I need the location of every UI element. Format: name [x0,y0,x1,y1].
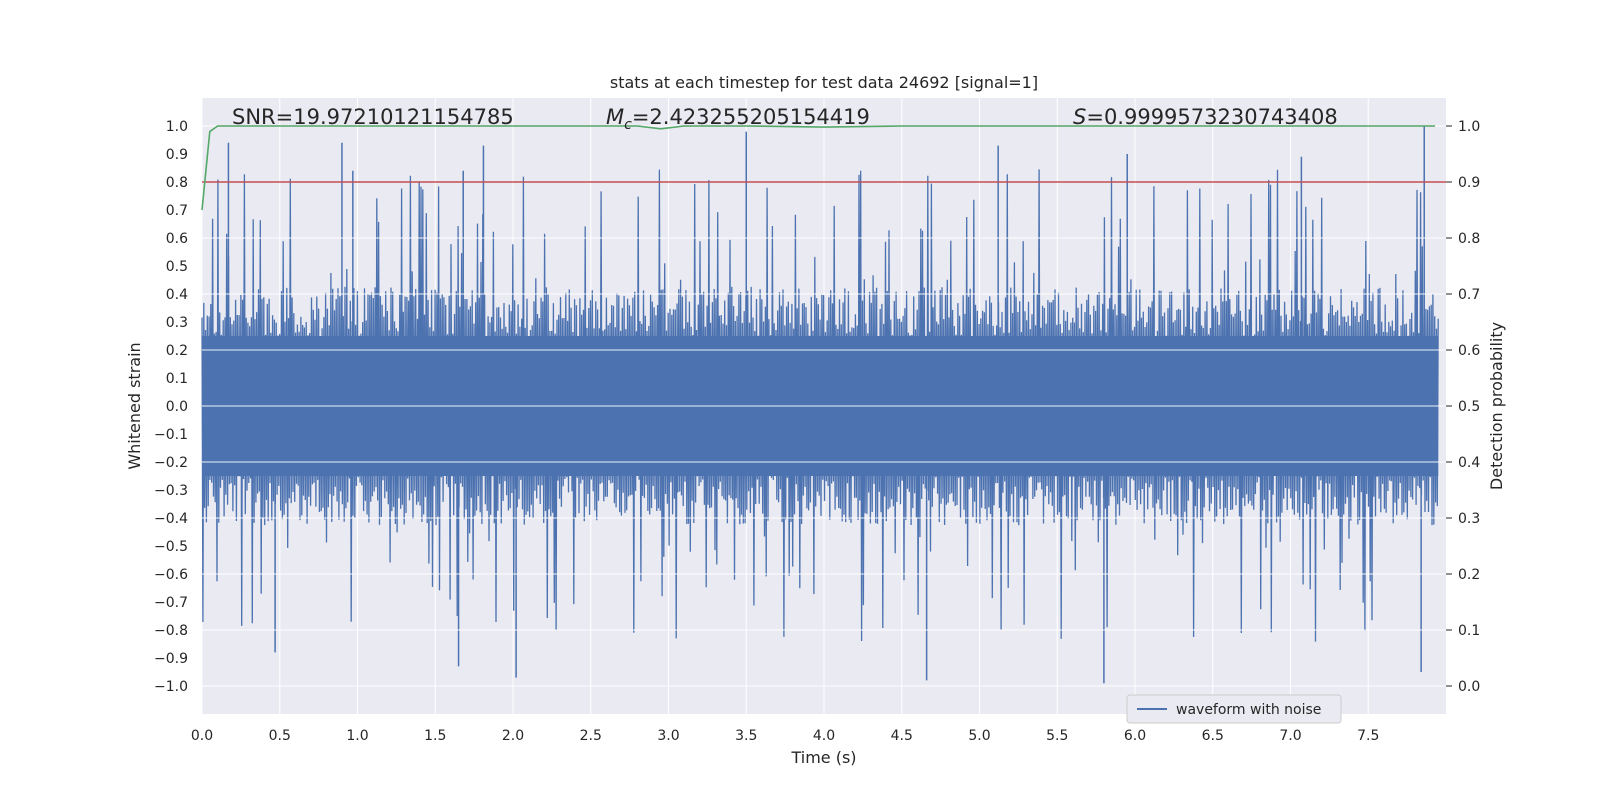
score-symbol: S [1073,105,1086,129]
x-axis-label: Time (s) [790,748,856,767]
y-tick-label: −0.6 [154,567,188,583]
y2-tick-label: 0.9 [1458,175,1480,191]
chart-title: stats at each timestep for test data 246… [610,73,1038,92]
x-tick-label: 1.0 [346,728,368,744]
y-tick-label: 0.9 [166,147,188,163]
y2-tick-label: 0.5 [1458,399,1480,415]
y2-tick-label: 0.1 [1458,623,1480,639]
y-tick-label: −0.7 [154,595,188,611]
y-tick-label: −0.9 [154,651,188,667]
detection-probability-line [201,125,1436,211]
y-tick-label: −0.4 [154,511,188,527]
y-tick-label: 0.0 [166,399,188,415]
y2-tick-label: 0.7 [1458,287,1480,303]
x-tick-label: 6.0 [1124,728,1146,744]
y2-tick-label: 1.0 [1458,119,1480,135]
y-tick-label: 0.3 [166,315,188,331]
x-tick-label: 0.5 [269,728,291,744]
y-tick-label: −0.2 [154,455,188,471]
legend-label-waveform: waveform with noise [1176,702,1321,718]
y-tick-label: 0.1 [166,371,188,387]
chirp-mass-value: =2.423255205154419 [632,105,870,129]
x-tick-label: 2.5 [580,728,602,744]
x-tick-label: 4.0 [813,728,835,744]
x-tick-label: 5.5 [1046,728,1068,744]
y2-tick-label: 0.6 [1458,343,1480,359]
y-tick-label: −1.0 [154,679,188,695]
chirp-mass-symbol: M [606,105,624,129]
x-tick-label: 3.5 [735,728,757,744]
y-tick-label: −0.8 [154,623,188,639]
x-tick-label: 1.5 [424,728,446,744]
snr-annotation: SNR=19.97210121154785 [232,105,514,129]
y-tick-label: 0.5 [166,259,188,275]
y-axis-label: Whitened strain [125,342,144,469]
y-tick-label: 1.0 [166,119,188,135]
y2-tick-label: 0.8 [1458,231,1480,247]
x-tick-label: 2.0 [502,728,524,744]
y-tick-label: 0.7 [166,203,188,219]
y-tick-label: −0.5 [154,539,188,555]
legend-box [1126,694,1342,724]
chirp-mass-subscript: c [624,117,632,133]
legend: waveform with noise [1126,694,1342,724]
score-value: =0.9999573230743408 [1086,105,1337,129]
waveform-series [201,125,1446,687]
x-tick-label: 4.5 [891,728,913,744]
y2-tick-label: 0.4 [1458,455,1480,471]
y-tick-label: 0.8 [166,175,188,191]
y-tick-label: 0.6 [166,231,188,247]
y-tick-label: 0.4 [166,287,188,303]
x-tick-label: 0.0 [191,728,213,744]
x-tick-label: 5.0 [968,728,990,744]
detection-series [201,125,1446,211]
x-tick-label: 7.5 [1357,728,1379,744]
y2-tick-label: 0.0 [1458,679,1480,695]
y-tick-label: −0.1 [154,427,188,443]
axis-ticks: 0.0 0.5 1.0 1.5 2.0 2.5 3.0 3.5 4.0 4.5 5.0 5.5 6.0 6… [154,119,1480,744]
x-tick-label: 7.0 [1279,728,1301,744]
y2-tick-label: 0.2 [1458,567,1480,583]
y2-axis-label: Detection probability [1487,322,1506,490]
chirp-mass-annotation: Mc=2.423255205154419 [606,105,870,133]
y-tick-label: −0.3 [154,483,188,499]
x-tick-label: 3.0 [657,728,679,744]
y-tick-label: 0.2 [166,343,188,359]
x-tick-label: 6.5 [1202,728,1224,744]
y2-tick-label: 0.3 [1458,511,1480,527]
score-annotation: S=0.9999573230743408 [1073,105,1338,129]
